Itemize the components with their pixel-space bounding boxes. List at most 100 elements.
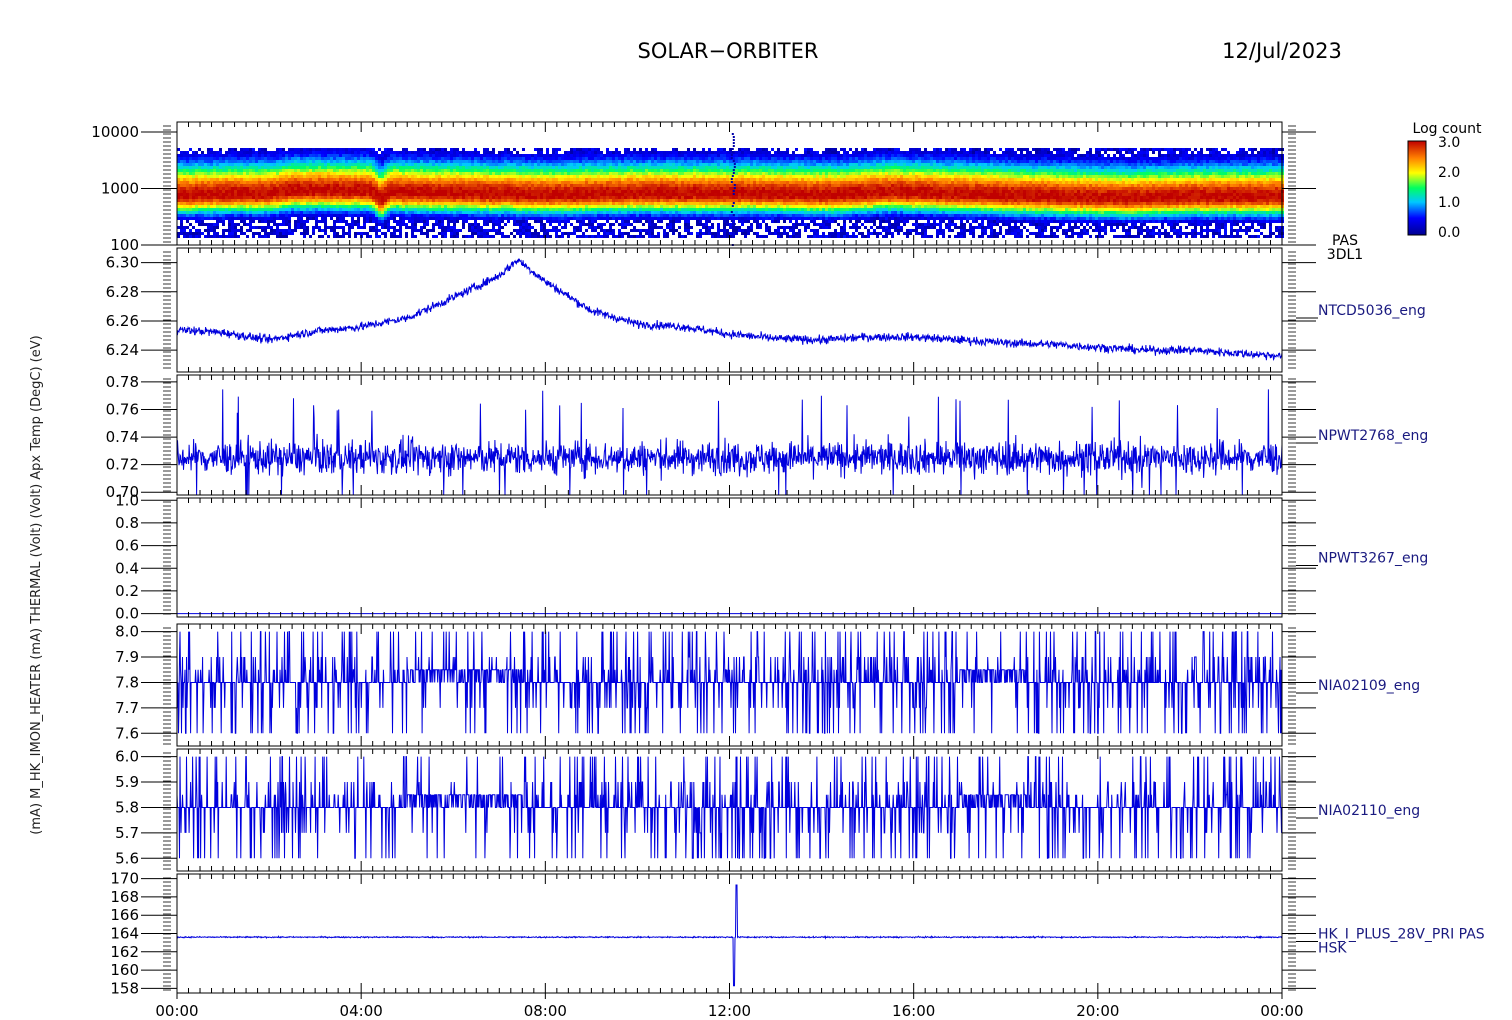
- heatmap-cell: [477, 226, 480, 229]
- heatmap-cell: [321, 205, 324, 208]
- heatmap-cell: [429, 181, 432, 184]
- heatmap-cell: [636, 187, 639, 190]
- heatmap-cell: [348, 226, 351, 229]
- heatmap-cell: [330, 202, 333, 205]
- heatmap-cell: [363, 148, 366, 151]
- heatmap-cell: [570, 223, 573, 226]
- heatmap-cell: [282, 178, 285, 181]
- heatmap-cell: [627, 205, 630, 208]
- heatmap-cell: [282, 184, 285, 187]
- heatmap-cell: [375, 208, 378, 211]
- heatmap-cell: [558, 163, 561, 166]
- heatmap-cell: [348, 175, 351, 178]
- heatmap-cell: [597, 169, 600, 172]
- heatmap-cell: [639, 217, 642, 220]
- heatmap-cell: [348, 196, 351, 199]
- heatmap-cell: [648, 229, 651, 232]
- heatmap-cell: [621, 226, 624, 229]
- heatmap-cell: [435, 205, 438, 208]
- heatmap-cell: [444, 199, 447, 202]
- heatmap-cell: [372, 208, 375, 211]
- heatmap-cell: [459, 154, 462, 157]
- heatmap-cell: [408, 208, 411, 211]
- heatmap-cell: [708, 211, 711, 214]
- heatmap-cell: [696, 196, 699, 199]
- heatmap-cell: [285, 175, 288, 178]
- heatmap-cell: [234, 172, 237, 175]
- heatmap-cell: [660, 187, 663, 190]
- heatmap-cell: [702, 184, 705, 187]
- heatmap-cell: [642, 187, 645, 190]
- heatmap-cell: [624, 148, 627, 151]
- heatmap-cell: [351, 223, 354, 226]
- heatmap-cell: [663, 157, 666, 160]
- heatmap-cell: [390, 178, 393, 181]
- heatmap-cell: [291, 172, 294, 175]
- heatmap-cell: [621, 166, 624, 169]
- heatmap-cell: [420, 229, 423, 232]
- heatmap-cell: [270, 226, 273, 229]
- heatmap-cell: [336, 181, 339, 184]
- heatmap-cell: [216, 235, 219, 238]
- heatmap-cell: [306, 202, 309, 205]
- heatmap-cell: [228, 193, 231, 196]
- heatmap-cell: [315, 169, 318, 172]
- heatmap-cell: [381, 196, 384, 199]
- heatmap-cell: [333, 181, 336, 184]
- heatmap-cell: [288, 184, 291, 187]
- heatmap-cell: [234, 217, 237, 220]
- heatmap-cell: [249, 160, 252, 163]
- heatmap-cell: [375, 166, 378, 169]
- heatmap-cell: [558, 208, 561, 211]
- heatmap-cell: [291, 193, 294, 196]
- heatmap-cell: [525, 232, 528, 235]
- heatmap-cell: [231, 178, 234, 181]
- heatmap-cell: [573, 172, 576, 175]
- heatmap-cell: [693, 190, 696, 193]
- heatmap-cell: [522, 154, 525, 157]
- heatmap-cell: [441, 232, 444, 235]
- heatmap-cell: [309, 205, 312, 208]
- heatmap-cell: [573, 184, 576, 187]
- heatmap-cell: [696, 202, 699, 205]
- heatmap-cell: [339, 208, 342, 211]
- heatmap-cell: [336, 166, 339, 169]
- heatmap-cell: [552, 181, 555, 184]
- heatmap-cell: [309, 196, 312, 199]
- heatmap-cell: [543, 187, 546, 190]
- heatmap-cell: [492, 151, 495, 154]
- heatmap-cell: [465, 160, 468, 163]
- heatmap-cell: [327, 175, 330, 178]
- heatmap-cell: [678, 235, 681, 238]
- heatmap-cell: [708, 190, 711, 193]
- heatmap-cell: [249, 148, 252, 151]
- heatmap-cell: [414, 196, 417, 199]
- heatmap-cell: [246, 172, 249, 175]
- heatmap-cell: [324, 208, 327, 211]
- heatmap-cell: [654, 196, 657, 199]
- heatmap-cell: [528, 157, 531, 160]
- heatmap-cell: [591, 163, 594, 166]
- heatmap-cell: [666, 190, 669, 193]
- heatmap-cell: [210, 202, 213, 205]
- heatmap-cell: [675, 148, 678, 151]
- heatmap-cell: [633, 217, 636, 220]
- heatmap-cell: [480, 211, 483, 214]
- heatmap-cell: [345, 196, 348, 199]
- heatmap-cell: [531, 226, 534, 229]
- heatmap-cell: [672, 187, 675, 190]
- heatmap-cell: [462, 187, 465, 190]
- heatmap-cell: [462, 172, 465, 175]
- heatmap-cell: [456, 232, 459, 235]
- heatmap-cell: [405, 196, 408, 199]
- heatmap-cell: [252, 184, 255, 187]
- heatmap-cell: [258, 175, 261, 178]
- heatmap-cell: [381, 184, 384, 187]
- heatmap-cell: [390, 214, 393, 217]
- heatmap-cell: [315, 187, 318, 190]
- heatmap-cell: [300, 181, 303, 184]
- heatmap-cell: [489, 190, 492, 193]
- heatmap-cell: [450, 187, 453, 190]
- heatmap-cell: [555, 217, 558, 220]
- heatmap-cell: [672, 178, 675, 181]
